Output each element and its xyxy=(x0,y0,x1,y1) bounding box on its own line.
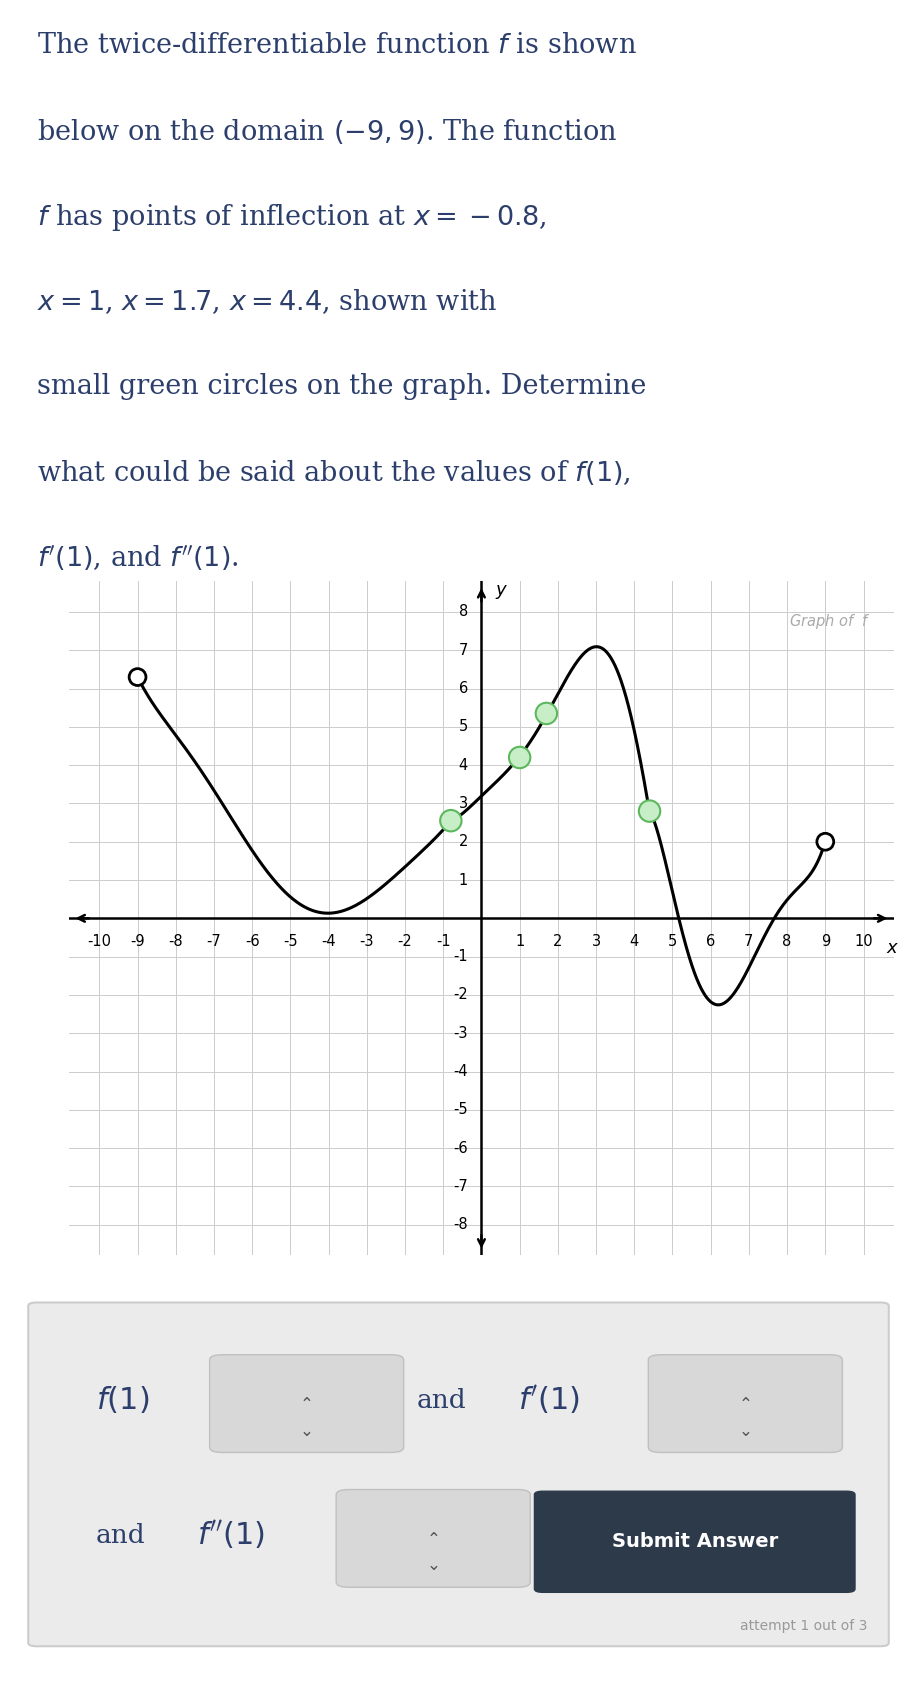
Text: -7: -7 xyxy=(206,935,221,949)
Text: $f''(1)$: $f''(1)$ xyxy=(197,1518,265,1552)
Text: -6: -6 xyxy=(245,935,260,949)
Text: 8: 8 xyxy=(458,605,468,620)
Text: $f'(1)$, and $f''(1)$.: $f'(1)$, and $f''(1)$. xyxy=(37,543,238,573)
Text: ⌃: ⌃ xyxy=(300,1395,314,1412)
Text: 2: 2 xyxy=(458,834,468,849)
Text: 4: 4 xyxy=(630,935,639,949)
FancyBboxPatch shape xyxy=(210,1355,403,1452)
Text: -3: -3 xyxy=(359,935,374,949)
Text: -2: -2 xyxy=(398,935,413,949)
Text: -5: -5 xyxy=(453,1102,468,1117)
Text: $f$ has points of inflection at $x = -0.8$,: $f$ has points of inflection at $x = -0.… xyxy=(37,202,546,233)
Text: $f(1)$: $f(1)$ xyxy=(95,1385,149,1415)
Circle shape xyxy=(440,810,461,831)
Text: -8: -8 xyxy=(453,1217,468,1232)
FancyBboxPatch shape xyxy=(337,1490,530,1587)
Text: $y$: $y$ xyxy=(495,583,508,602)
Circle shape xyxy=(536,703,558,725)
Text: 7: 7 xyxy=(745,935,754,949)
Circle shape xyxy=(129,669,146,686)
Text: -10: -10 xyxy=(87,935,111,949)
Text: Submit Answer: Submit Answer xyxy=(612,1532,778,1552)
Text: below on the domain $(-9, 9)$. The function: below on the domain $(-9, 9)$. The funct… xyxy=(37,118,617,147)
Text: $f'(1)$: $f'(1)$ xyxy=(517,1383,580,1417)
Text: 6: 6 xyxy=(706,935,715,949)
Text: 4: 4 xyxy=(458,758,468,773)
Text: small green circles on the graph. Determine: small green circles on the graph. Determ… xyxy=(37,372,646,399)
Text: 6: 6 xyxy=(458,681,468,696)
Text: attempt 1 out of 3: attempt 1 out of 3 xyxy=(740,1619,867,1633)
Text: ⌄: ⌄ xyxy=(426,1557,440,1574)
Text: -2: -2 xyxy=(453,987,468,1003)
Text: -8: -8 xyxy=(169,935,183,949)
Text: ⌄: ⌄ xyxy=(300,1422,314,1439)
Text: -1: -1 xyxy=(436,935,450,949)
Text: 3: 3 xyxy=(458,795,468,810)
Text: 5: 5 xyxy=(668,935,677,949)
Text: -4: -4 xyxy=(453,1063,468,1078)
Text: -6: -6 xyxy=(453,1141,468,1156)
Text: -7: -7 xyxy=(453,1180,468,1195)
Text: 1: 1 xyxy=(458,873,468,888)
Text: -3: -3 xyxy=(454,1026,468,1041)
Text: 1: 1 xyxy=(515,935,525,949)
Text: ⌃: ⌃ xyxy=(426,1530,440,1547)
Text: 9: 9 xyxy=(821,935,830,949)
FancyBboxPatch shape xyxy=(535,1491,855,1592)
Text: ⌄: ⌄ xyxy=(738,1422,752,1439)
Text: 3: 3 xyxy=(591,935,601,949)
Circle shape xyxy=(639,800,660,822)
Text: 7: 7 xyxy=(458,642,468,657)
FancyBboxPatch shape xyxy=(28,1303,889,1646)
Text: and: and xyxy=(95,1523,146,1547)
Text: The twice-differentiable function $f$ is shown: The twice-differentiable function $f$ is… xyxy=(37,32,636,59)
Text: -5: -5 xyxy=(283,935,298,949)
Text: -4: -4 xyxy=(321,935,336,949)
Text: $x = 1$, $x = 1.7$, $x = 4.4$, shown with: $x = 1$, $x = 1.7$, $x = 4.4$, shown wit… xyxy=(37,288,497,317)
Text: 5: 5 xyxy=(458,719,468,735)
Circle shape xyxy=(509,746,530,768)
Text: -1: -1 xyxy=(453,949,468,964)
Text: $x$: $x$ xyxy=(886,940,899,957)
Text: what could be said about the values of $f(1)$,: what could be said about the values of $… xyxy=(37,458,631,487)
Text: -9: -9 xyxy=(130,935,145,949)
FancyBboxPatch shape xyxy=(648,1355,843,1452)
Text: Graph of  $f$: Graph of $f$ xyxy=(790,612,871,630)
Text: 10: 10 xyxy=(855,935,873,949)
Circle shape xyxy=(817,834,834,851)
Text: 8: 8 xyxy=(782,935,791,949)
Text: and: and xyxy=(416,1388,466,1412)
Text: ⌃: ⌃ xyxy=(738,1395,752,1412)
Text: 2: 2 xyxy=(553,935,562,949)
